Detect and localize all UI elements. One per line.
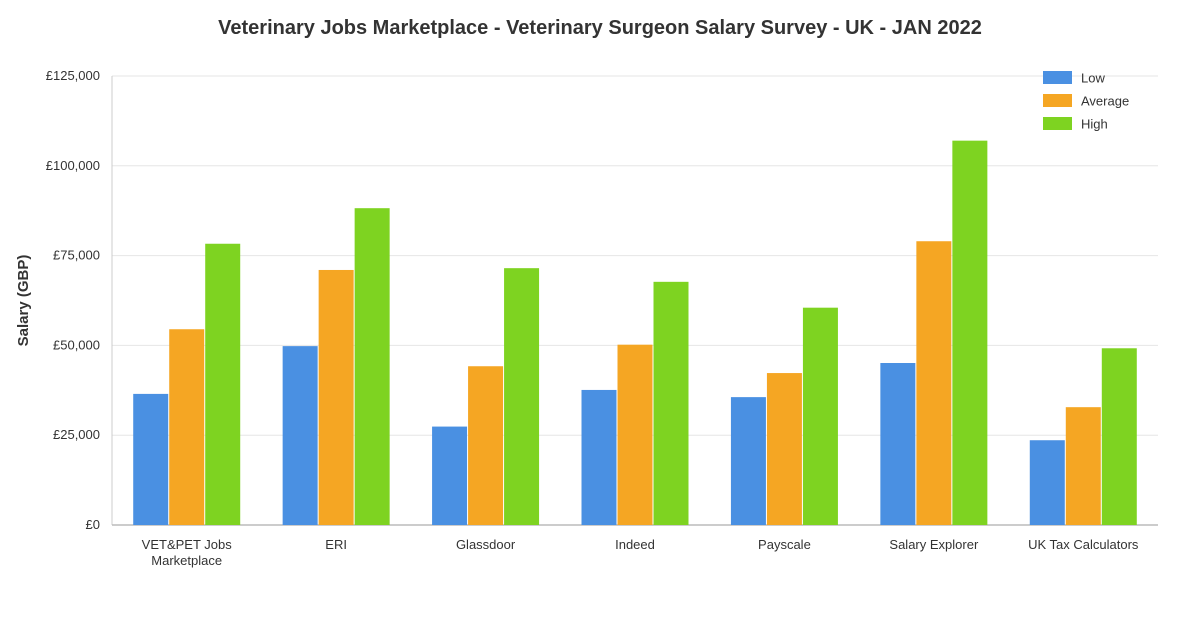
legend-label-low[interactable]: Low <box>1081 71 1105 86</box>
bar-average-0[interactable] <box>169 329 205 525</box>
legend-swatch-average <box>1043 94 1072 107</box>
bar-low-3[interactable] <box>581 389 617 525</box>
x-axis-ticks: VET&PET Jobs Marketplace ERI Glassdoor Indee… <box>142 537 1139 568</box>
x-tick-label-line: UK Tax Calculators <box>1028 537 1139 552</box>
y-tick-label: £0 <box>86 517 100 532</box>
bars <box>133 140 1137 525</box>
x-tick-label-line: Salary Explorer <box>889 537 979 552</box>
legend-swatch-low <box>1043 71 1072 84</box>
x-tick-label: UK Tax Calculators <box>1028 537 1139 552</box>
legend-label-high[interactable]: High <box>1081 117 1108 132</box>
chart-title: Veterinary Jobs Marketplace - Veterinary… <box>218 17 982 39</box>
bar-average-1[interactable] <box>318 269 354 525</box>
bar-average-5[interactable] <box>916 241 952 525</box>
bar-high-0[interactable] <box>205 243 241 525</box>
x-tick-label: VET&PET Jobs Marketplace <box>142 537 233 568</box>
x-tick-label: Glassdoor <box>456 537 516 552</box>
y-axis-title: Salary (GBP) <box>15 255 32 347</box>
x-tick-label: ERI <box>325 537 347 552</box>
y-tick-label: £50,000 <box>53 337 100 352</box>
bar-low-2[interactable] <box>432 426 468 525</box>
y-tick-label: £100,000 <box>46 158 100 173</box>
bar-low-0[interactable] <box>133 393 169 525</box>
bar-high-4[interactable] <box>802 307 838 525</box>
x-tick-label-line: ERI <box>325 537 347 552</box>
y-tick-label: £75,000 <box>53 248 100 263</box>
bar-low-5[interactable] <box>880 363 916 525</box>
y-tick-label: £125,000 <box>46 68 100 83</box>
legend-label-average[interactable]: Average <box>1081 94 1129 109</box>
bar-high-3[interactable] <box>653 281 689 525</box>
x-tick-label: Indeed <box>615 537 655 552</box>
bar-high-6[interactable] <box>1101 348 1137 525</box>
x-tick-label-line: VET&PET Jobs <box>142 537 233 552</box>
bar-low-6[interactable] <box>1029 440 1065 525</box>
x-tick-label-line: Glassdoor <box>456 537 516 552</box>
y-tick-label: £25,000 <box>53 427 100 442</box>
bar-high-1[interactable] <box>354 208 390 525</box>
x-tick-label: Salary Explorer <box>889 537 979 552</box>
x-tick-label-line: Marketplace <box>151 553 222 568</box>
bar-low-4[interactable] <box>730 397 766 525</box>
legend-swatch-high <box>1043 117 1072 130</box>
x-tick-label-line: Indeed <box>615 537 655 552</box>
legend[interactable]: Low Average High <box>1043 71 1129 132</box>
bar-average-4[interactable] <box>766 373 802 525</box>
bar-average-2[interactable] <box>468 366 504 525</box>
bar-high-2[interactable] <box>504 268 540 525</box>
y-axis-ticks: £0 £25,000 £50,000 £75,000 £100,000 £125,000 <box>46 68 100 532</box>
bar-average-3[interactable] <box>617 344 653 525</box>
bar-high-5[interactable] <box>952 140 988 525</box>
x-tick-label: Payscale <box>758 537 811 552</box>
bar-low-1[interactable] <box>282 346 318 525</box>
bar-average-6[interactable] <box>1065 407 1101 525</box>
x-tick-label-line: Payscale <box>758 537 811 552</box>
